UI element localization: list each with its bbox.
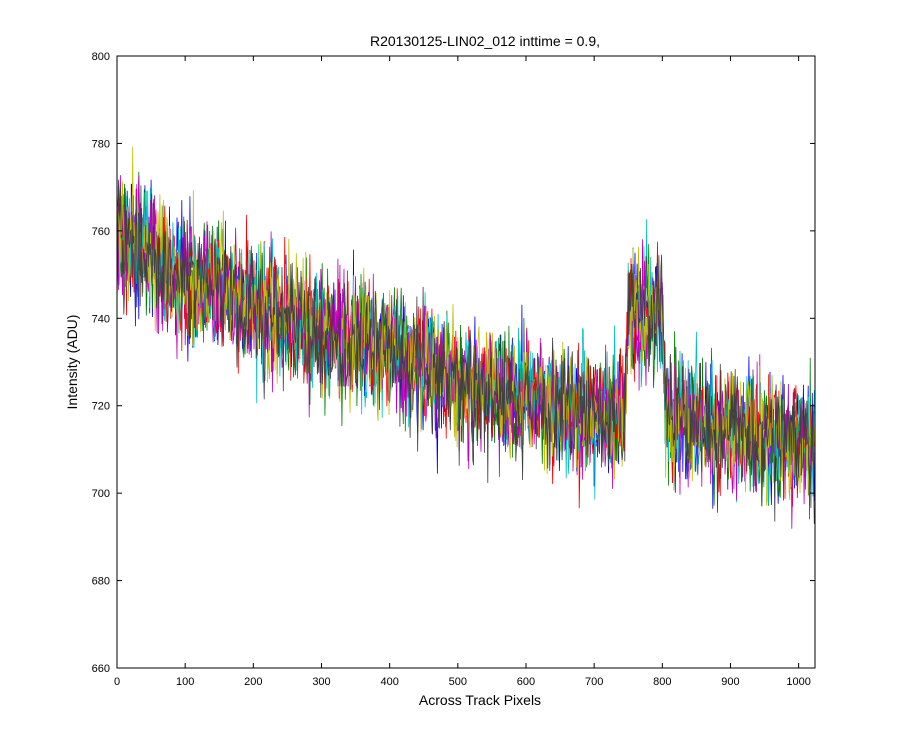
- x-tick-label: 100: [176, 676, 194, 688]
- x-tick-label: 800: [653, 676, 671, 688]
- y-tick-label: 780: [92, 138, 110, 150]
- axes-box: [116, 55, 816, 669]
- y-tick-label: 760: [92, 226, 110, 238]
- x-tick-label: 600: [517, 676, 535, 688]
- y-tick-label: 700: [92, 488, 110, 500]
- series-group: [117, 146, 815, 529]
- y-tick-label: 800: [92, 51, 110, 63]
- y-tick-label: 740: [92, 313, 110, 325]
- plot-area: [116, 55, 816, 669]
- x-tick-label: 200: [244, 676, 262, 688]
- x-tick-label: 700: [585, 676, 603, 688]
- chart-title: R20130125-LIN02_012 inttime = 0.9,: [370, 33, 600, 49]
- y-tick-label: 660: [92, 663, 110, 675]
- x-axis-label: Across Track Pixels: [419, 692, 541, 708]
- x-tick-label: 300: [312, 676, 330, 688]
- y-axis: 660 680 700 720 740 760 780 800: [92, 51, 815, 675]
- x-tick-label: 500: [449, 676, 467, 688]
- y-tick-label: 720: [92, 401, 110, 413]
- y-axis-label: Intensity (ADU): [64, 315, 80, 410]
- y-tick-label: 680: [92, 576, 110, 588]
- x-axis: 0 100 200 300 400 500 600 700 800 900 1000: [114, 56, 811, 688]
- series-line-7: [117, 179, 815, 524]
- x-tick-label: 1000: [786, 676, 810, 688]
- x-tick-label: 400: [380, 676, 398, 688]
- x-tick-label: 0: [114, 676, 120, 688]
- x-tick-label: 900: [721, 676, 739, 688]
